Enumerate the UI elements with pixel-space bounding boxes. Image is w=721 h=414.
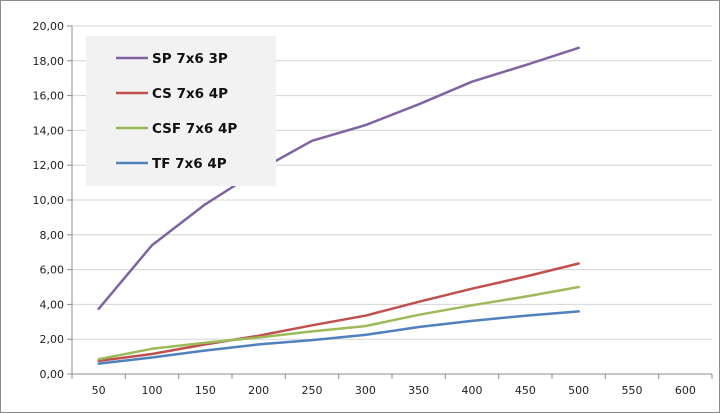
y-tick-label: 0,00	[40, 368, 65, 381]
series-line	[97, 285, 580, 361]
x-tick-label: 250	[302, 384, 323, 397]
y-tick-label: 12,00	[33, 159, 65, 172]
y-tick-label: 6,00	[40, 264, 65, 277]
legend-box	[86, 36, 276, 186]
legend-label: CS 7x6 4P	[152, 86, 228, 102]
y-tick-label: 20,00	[33, 20, 65, 33]
series-line	[97, 310, 580, 365]
x-tick-label: 550	[622, 384, 643, 397]
y-tick-label: 18,00	[33, 55, 65, 68]
x-tick-label: 500	[568, 384, 589, 397]
legend: SP 7x6 3P CS 7x6 4P CSF 7x6 4P TF 7x6 4P	[86, 36, 276, 186]
y-tick-label: 4,00	[40, 298, 65, 311]
x-tick-label: 350	[408, 384, 429, 397]
x-tick-label: 150	[195, 384, 216, 397]
legend-label: CSF 7x6 4P	[152, 121, 237, 137]
legend-label: TF 7x6 4P	[152, 156, 227, 172]
x-tick-label: 200	[248, 384, 269, 397]
y-tick-label: 16,00	[33, 90, 65, 103]
x-tick-label: 50	[92, 384, 106, 397]
x-tick-label: 400	[462, 384, 483, 397]
series-line	[97, 46, 580, 311]
y-tick-label: 14,00	[33, 124, 65, 137]
x-tick-label: 300	[355, 384, 376, 397]
series-lines	[97, 46, 580, 365]
y-tick-label: 8,00	[40, 229, 65, 242]
x-tick-label: 100	[142, 384, 163, 397]
series-line	[97, 262, 580, 363]
y-tick-label: 10,00	[33, 194, 65, 207]
x-tick-label: 450	[515, 384, 536, 397]
legend-label: SP 7x6 3P	[152, 51, 228, 67]
y-tick-label: 2,00	[40, 333, 65, 346]
x-tick-label: 600	[675, 384, 696, 397]
